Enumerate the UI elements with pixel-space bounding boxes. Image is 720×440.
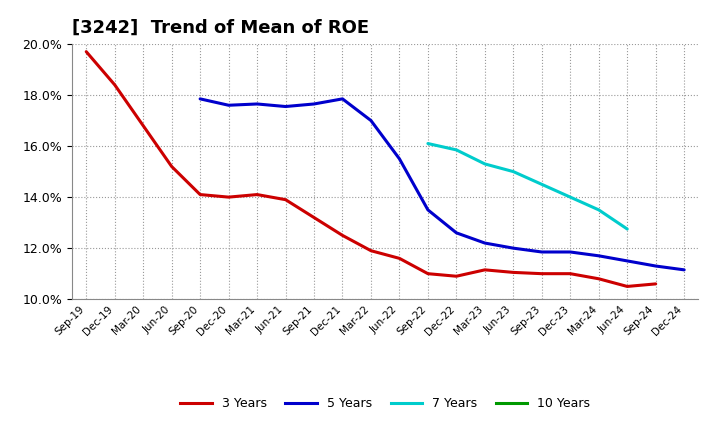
- 3 Years: [282, 197, 290, 202]
- 3 Years: [253, 192, 261, 197]
- Line: 7 Years: 7 Years: [428, 143, 627, 229]
- 5 Years: [310, 101, 318, 106]
- 3 Years: [110, 82, 119, 88]
- 3 Years: [225, 194, 233, 200]
- Legend: 3 Years, 5 Years, 7 Years, 10 Years: 3 Years, 5 Years, 7 Years, 10 Years: [176, 392, 595, 415]
- 7 Years: [509, 169, 518, 174]
- 3 Years: [595, 276, 603, 282]
- 7 Years: [595, 207, 603, 213]
- 5 Years: [253, 101, 261, 106]
- 3 Years: [452, 274, 461, 279]
- 5 Years: [282, 104, 290, 109]
- 3 Years: [537, 271, 546, 276]
- 3 Years: [509, 270, 518, 275]
- 7 Years: [623, 226, 631, 231]
- Line: 5 Years: 5 Years: [200, 99, 684, 270]
- 7 Years: [480, 161, 489, 167]
- 3 Years: [566, 271, 575, 276]
- 5 Years: [509, 246, 518, 251]
- 5 Years: [225, 103, 233, 108]
- 3 Years: [338, 233, 347, 238]
- 3 Years: [423, 271, 432, 276]
- 3 Years: [395, 256, 404, 261]
- 5 Years: [652, 264, 660, 269]
- 5 Years: [537, 249, 546, 255]
- 7 Years: [452, 147, 461, 153]
- 5 Years: [566, 249, 575, 255]
- 7 Years: [537, 182, 546, 187]
- 5 Years: [452, 230, 461, 235]
- 5 Years: [395, 156, 404, 161]
- 3 Years: [139, 123, 148, 128]
- 7 Years: [423, 141, 432, 146]
- Text: [3242]  Trend of Mean of ROE: [3242] Trend of Mean of ROE: [72, 19, 369, 37]
- 5 Years: [680, 267, 688, 272]
- 5 Years: [595, 253, 603, 258]
- 7 Years: [566, 194, 575, 200]
- 3 Years: [623, 284, 631, 289]
- 5 Years: [623, 258, 631, 264]
- 3 Years: [196, 192, 204, 197]
- 5 Years: [196, 96, 204, 102]
- 5 Years: [423, 207, 432, 213]
- Line: 3 Years: 3 Years: [86, 51, 656, 286]
- 3 Years: [366, 248, 375, 253]
- 5 Years: [338, 96, 347, 102]
- 3 Years: [652, 281, 660, 286]
- 3 Years: [167, 164, 176, 169]
- 5 Years: [480, 240, 489, 246]
- 3 Years: [82, 49, 91, 54]
- 3 Years: [310, 215, 318, 220]
- 3 Years: [480, 267, 489, 272]
- 5 Years: [366, 118, 375, 123]
